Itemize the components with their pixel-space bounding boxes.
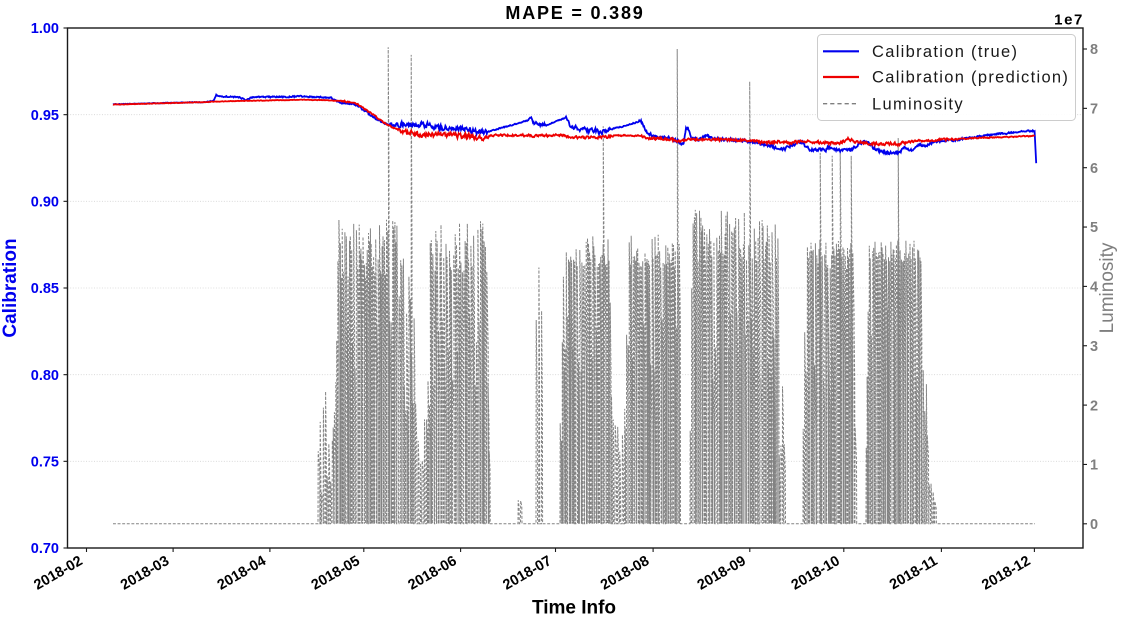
svg-text:0: 0	[1090, 517, 1098, 533]
svg-text:Calibration (true): Calibration (true)	[872, 43, 1018, 61]
svg-text:7: 7	[1090, 102, 1098, 118]
svg-text:Calibration (prediction): Calibration (prediction)	[872, 69, 1069, 87]
svg-text:8: 8	[1090, 42, 1098, 58]
svg-text:2: 2	[1090, 398, 1098, 414]
svg-text:MAPE = 0.389: MAPE = 0.389	[505, 3, 644, 23]
svg-text:Time Info: Time Info	[532, 598, 616, 619]
svg-text:4: 4	[1090, 280, 1098, 296]
svg-text:6: 6	[1090, 161, 1098, 177]
svg-text:5: 5	[1090, 220, 1098, 236]
svg-text:Luminosity: Luminosity	[1097, 242, 1118, 333]
svg-text:0.75: 0.75	[31, 455, 59, 471]
svg-text:0.80: 0.80	[31, 368, 59, 384]
svg-text:0.70: 0.70	[31, 541, 59, 557]
svg-text:1e7: 1e7	[1054, 12, 1084, 29]
svg-text:1.00: 1.00	[31, 21, 59, 37]
svg-text:1: 1	[1090, 458, 1098, 474]
svg-text:0.95: 0.95	[31, 108, 59, 124]
svg-text:Calibration: Calibration	[0, 238, 21, 337]
svg-text:0.85: 0.85	[31, 281, 59, 297]
svg-text:3: 3	[1090, 339, 1098, 355]
svg-text:Luminosity: Luminosity	[872, 95, 964, 113]
svg-text:0.90: 0.90	[31, 195, 59, 211]
